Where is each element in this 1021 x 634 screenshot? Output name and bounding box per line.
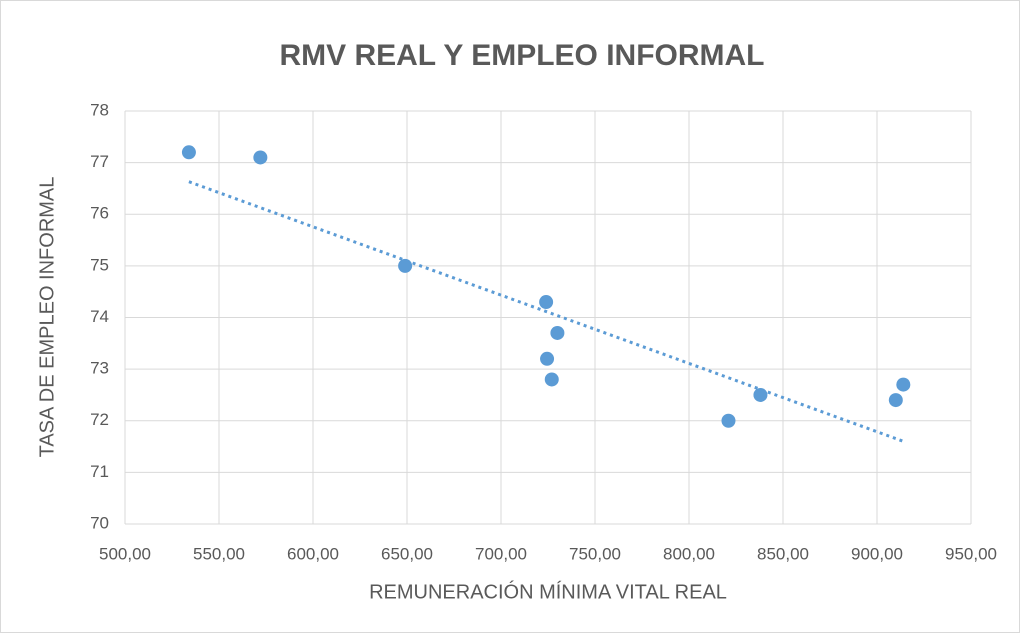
y-tick-label: 78 [90,100,109,119]
y-tick-label: 75 [90,255,109,274]
x-axis-title: REMUNERACIÓN MÍNIMA VITAL REAL [369,580,727,603]
y-tick-label: 70 [90,513,109,532]
x-tick-label: 700,00 [475,544,527,563]
scatter-point [539,295,554,310]
y-tick-label: 74 [90,307,109,326]
x-tick-label: 550,00 [193,544,245,563]
scatter-point [753,387,768,402]
y-axis-title: TASA DE EMPLEO INFORMAL [36,177,58,458]
y-tick-label: 76 [90,204,109,223]
scatter-point [888,393,903,408]
y-tick-label: 73 [90,359,109,378]
scatter-point [540,351,555,366]
y-tick-label: 72 [90,410,109,429]
x-tick-label: 950,00 [945,544,997,563]
scatter-point [544,372,559,387]
x-tick-label: 800,00 [663,544,715,563]
x-tick-label: 650,00 [381,544,433,563]
y-tick-label: 71 [90,462,109,481]
scatter-point [398,258,413,273]
scatter-point [896,377,911,392]
x-tick-label: 500,00 [99,544,151,563]
scatter-point [253,150,268,165]
x-tick-label: 600,00 [287,544,339,563]
y-tick-label: 77 [90,152,109,171]
trendline [188,180,904,443]
x-tick-label: 900,00 [851,544,903,563]
scatter-point [181,145,196,160]
scatter-point [721,413,736,428]
chart-title: RMV REAL Y EMPLEO INFORMAL [279,39,764,72]
x-tick-label: 850,00 [757,544,809,563]
x-tick-label: 750,00 [569,544,621,563]
scatter-point [550,325,565,340]
